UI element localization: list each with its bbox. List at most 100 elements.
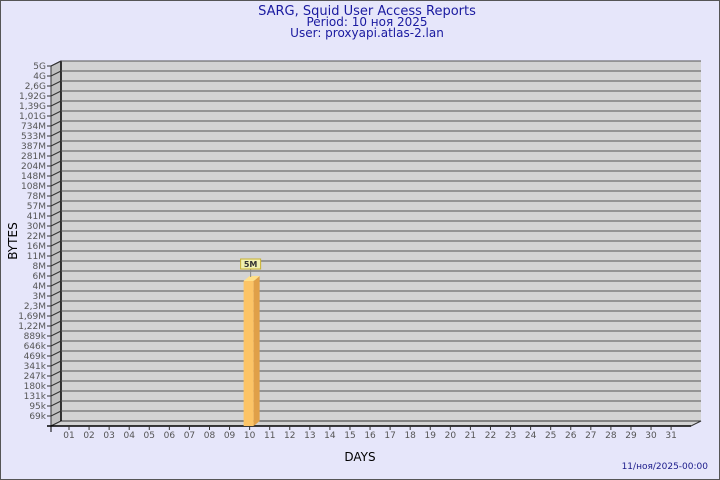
y-tick-diag (50, 380, 62, 387)
x-tick-label: 25 (545, 431, 556, 441)
x-tick-label: 28 (605, 431, 617, 441)
generated-timestamp: 11/ноя/2025-00:00 (621, 462, 708, 472)
x-tick-label: 08 (204, 431, 216, 441)
x-tick-label: 07 (184, 431, 195, 441)
y-tick-label: 533M (21, 132, 46, 142)
y-tick-label: 387M (21, 142, 46, 152)
x-tick-label: 27 (585, 431, 596, 441)
bar-side (253, 276, 260, 426)
y-tick-label: 22M (27, 232, 46, 242)
y-tick-diag (50, 390, 62, 397)
y-tick-label: 180k (24, 382, 47, 392)
y-tick-label: 1,69M (18, 312, 46, 322)
chart-period: Period: 10 ноя 2025 (306, 15, 428, 29)
x-tick-label: 06 (164, 431, 176, 441)
x-tick-label: 16 (364, 431, 376, 441)
x-tick-label: 19 (425, 431, 437, 441)
y-tick-diag (50, 150, 62, 157)
x-tick-label: 24 (525, 431, 537, 441)
y-tick-label: 247k (24, 372, 47, 382)
y-tick-label: 30M (27, 222, 46, 232)
y-tick-label: 4G (33, 72, 46, 82)
x-tick-label: 02 (83, 431, 94, 441)
y-tick-label: 2,6G (25, 82, 46, 92)
y-tick-diag (50, 310, 62, 317)
x-axis-label: DAYS (344, 450, 375, 464)
y-axis-label: BYTES (6, 222, 20, 259)
x-tick-label: 10 (244, 431, 256, 441)
x-tick-label: 03 (103, 431, 114, 441)
y-tick-diag (50, 170, 62, 177)
y-tick-diag (50, 100, 62, 107)
x-tick-label: 21 (465, 431, 476, 441)
y-tick-diag (50, 290, 62, 297)
y-tick-label: 469k (24, 352, 47, 362)
y-tick-diag (50, 370, 62, 377)
y-tick-label: 11M (27, 252, 46, 262)
y-tick-diag (50, 80, 62, 87)
x-tick-label: 31 (665, 431, 676, 441)
y-tick-diag (50, 240, 62, 247)
y-tick-diag (50, 130, 62, 137)
y-tick-diag (50, 120, 62, 127)
x-tick-label: 09 (224, 431, 236, 441)
y-tick-diag (50, 300, 62, 307)
y-tick-diag (50, 160, 62, 167)
y-tick-label: 734M (21, 122, 46, 132)
y-tick-label: 5G (33, 62, 46, 72)
y-tick-label: 1,92G (19, 92, 46, 102)
y-tick-diag (50, 110, 62, 117)
x-tick-label: 30 (645, 431, 657, 441)
y-tick-label: 1,22M (18, 322, 46, 332)
y-tick-diag (50, 140, 62, 147)
y-tick-diag (50, 320, 62, 327)
x-tick-label: 15 (344, 431, 355, 441)
x-tick-label: 11 (264, 431, 275, 441)
x-tick-label: 01 (63, 431, 74, 441)
y-tick-diag (50, 210, 62, 217)
y-tick-label: 95k (29, 402, 46, 412)
x-tick-label: 29 (625, 431, 637, 441)
y-tick-diag (50, 230, 62, 237)
y-tick-diag (50, 180, 62, 187)
y-tick-label: 131k (24, 392, 47, 402)
y-tick-label: 6M (33, 272, 47, 282)
bar-front (243, 281, 254, 426)
y-tick-diag (50, 220, 62, 227)
y-tick-label: 69k (29, 412, 46, 422)
y-tick-label: 16M (27, 242, 46, 252)
y-tick-diag (50, 280, 62, 287)
y-tick-diag (50, 360, 62, 367)
x-tick-label: 23 (505, 431, 516, 441)
y-tick-label: 108M (21, 182, 46, 192)
y-tick-label: 4M (33, 282, 47, 292)
y-tick-label: 1,39G (19, 102, 46, 112)
data-label-box (240, 258, 262, 270)
y-tick-label: 57M (27, 202, 46, 212)
x-tick-label: 17 (384, 431, 395, 441)
y-tick-diag (50, 60, 62, 67)
data-label: 5M (244, 260, 258, 269)
y-tick-label: 41M (27, 212, 46, 222)
x-tick-label: 04 (123, 431, 135, 441)
y-tick-diag (50, 340, 62, 347)
y-tick-label: 78M (27, 192, 46, 202)
x-tick-label: 05 (144, 431, 155, 441)
y-tick-diag (50, 190, 62, 197)
y-tick-label: 889k (24, 332, 47, 342)
y-tick-diag (50, 400, 62, 407)
bar-top (243, 276, 260, 281)
y-tick-label: 341k (24, 362, 47, 372)
y-tick-label: 8M (33, 262, 47, 272)
x-tick-label: 18 (404, 431, 416, 441)
y-tick-label: 148M (21, 172, 46, 182)
x-tick-label: 12 (284, 431, 295, 441)
x-tick-label: 20 (445, 431, 457, 441)
y-tick-label: 204M (21, 162, 46, 172)
y-tick-diag (50, 410, 62, 417)
y-tick-diag (50, 250, 62, 257)
x-tick-label: 13 (304, 431, 315, 441)
y-tick-diag (50, 330, 62, 337)
